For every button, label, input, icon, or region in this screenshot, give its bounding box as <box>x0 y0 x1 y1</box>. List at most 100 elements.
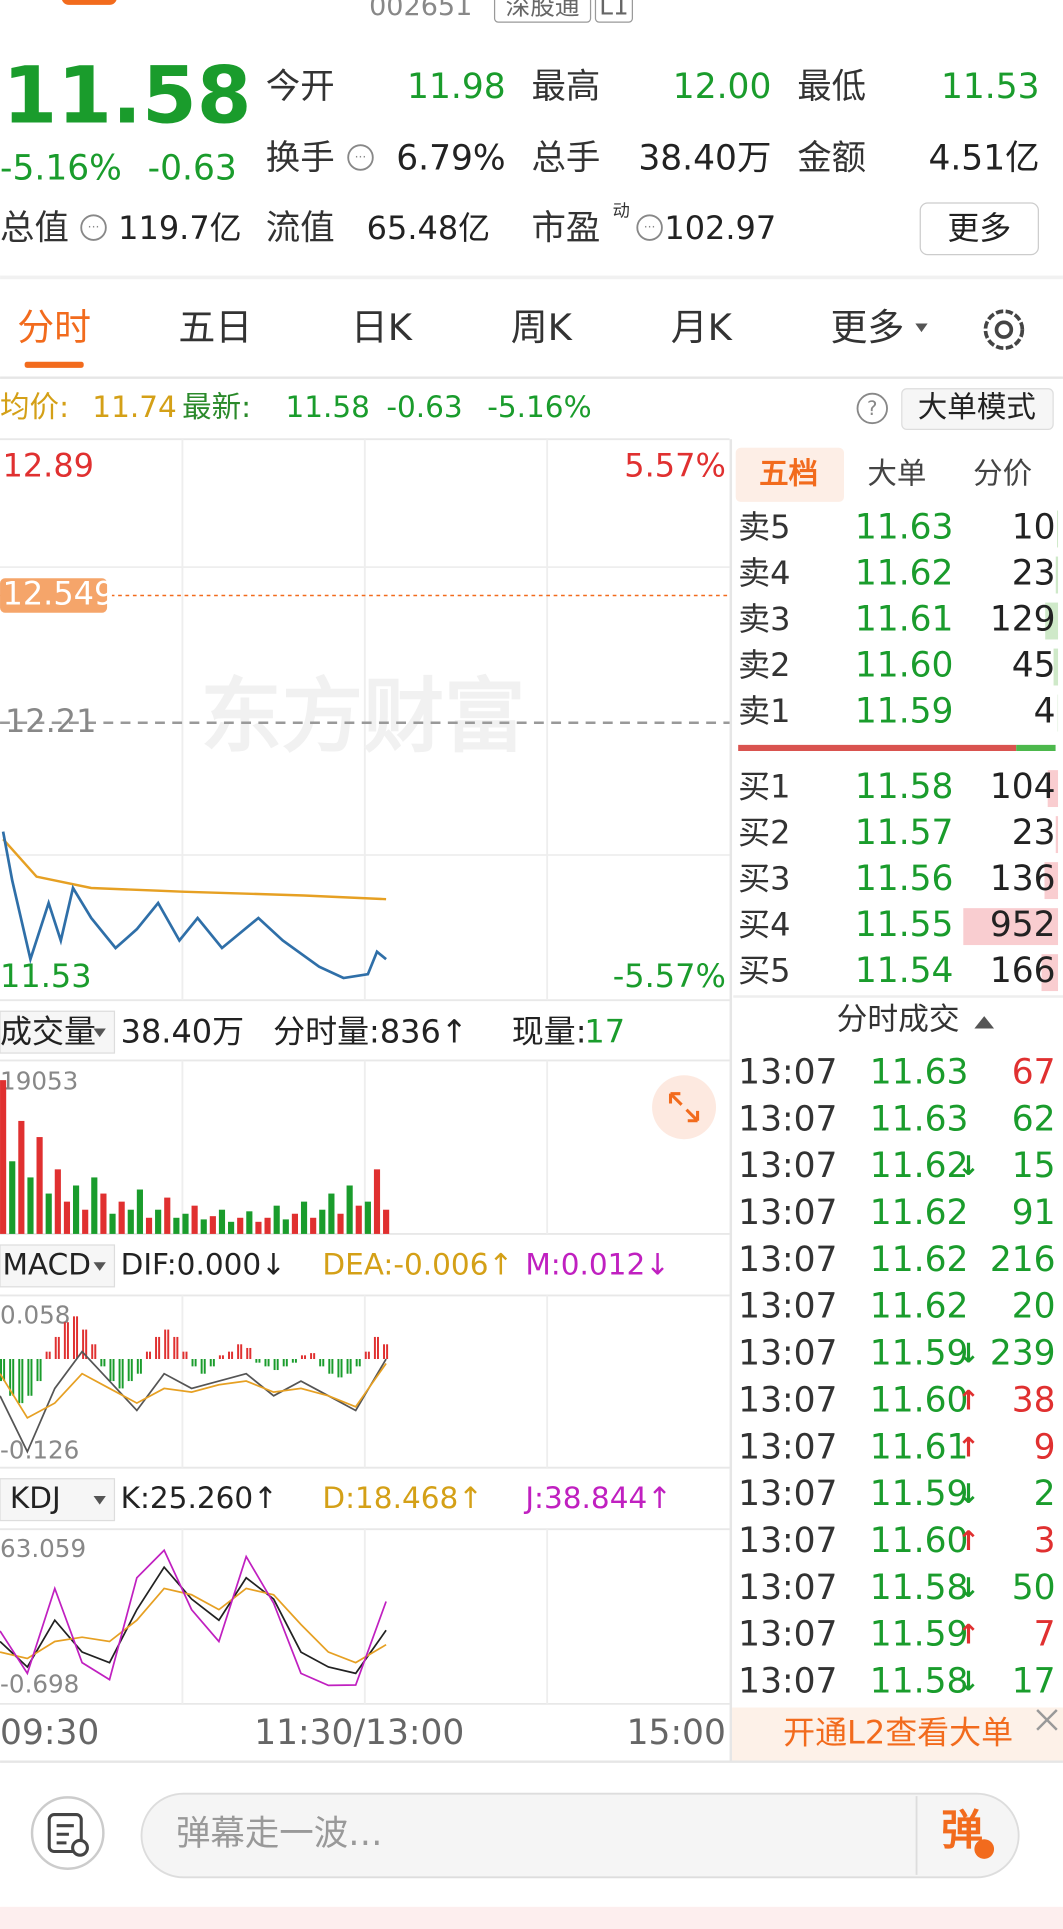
volume-max-label: 19053 <box>0 1067 78 1096</box>
macd-bar <box>209 1359 212 1367</box>
macd-bar <box>63 1322 66 1360</box>
macd-bar <box>3 1359 6 1382</box>
volume-bar <box>373 1169 381 1234</box>
volume-bar <box>355 1205 362 1234</box>
book-tab[interactable]: 大单 <box>867 456 926 490</box>
volume-bar <box>173 1217 180 1234</box>
indicator-select[interactable] <box>0 1244 116 1288</box>
trade-price: 11.62 <box>870 1193 969 1233</box>
volume-label[interactable]: 成交量 <box>0 1012 96 1050</box>
trade-time: 13:07 <box>738 1427 837 1467</box>
trade-qty: 20 <box>1012 1287 1056 1327</box>
change: -0.63 <box>148 148 237 188</box>
level-price: 11.59 <box>855 692 954 732</box>
trade-dir: ↓ <box>957 1151 980 1182</box>
indicator-select[interactable] <box>0 1478 116 1522</box>
level-label: 卖1 <box>738 692 790 730</box>
trade-time: 13:07 <box>738 1662 837 1702</box>
volume-bar <box>282 1219 289 1234</box>
macd-min-label: -0.126 <box>0 1436 79 1465</box>
level-qty: 23 <box>1012 554 1056 594</box>
trades-title[interactable]: 分时成交 <box>837 1002 960 1038</box>
bottom-strip <box>0 1906 1063 1929</box>
macd-bar <box>54 1336 57 1360</box>
macd-bar <box>349 1359 352 1374</box>
macd-bar <box>100 1359 103 1367</box>
volume-bar <box>136 1189 143 1234</box>
expand-button[interactable] <box>652 1075 717 1140</box>
level-label: 买3 <box>738 860 790 898</box>
tab[interactable]: 月K <box>671 306 733 349</box>
level-label: 卖2 <box>738 646 790 684</box>
volume-bar <box>200 1219 207 1234</box>
volume-bar <box>319 1209 326 1234</box>
volume-bar <box>383 1209 390 1234</box>
tab[interactable]: 五日 <box>178 306 252 349</box>
level-label: 卖4 <box>738 554 790 592</box>
kdj-line <box>0 1587 387 1664</box>
macd-bar <box>212 1359 215 1367</box>
macd-bar <box>149 1351 151 1360</box>
trade-time: 13:07 <box>738 1052 837 1092</box>
l2-banner-text[interactable]: 开通L2查看大单 <box>783 1714 1013 1752</box>
trade-time: 13:07 <box>738 1240 837 1280</box>
info-dots: ··· <box>644 220 656 234</box>
macd-label[interactable]: MACD <box>3 1247 91 1281</box>
tab[interactable]: 日K <box>351 306 413 349</box>
l2-banner[interactable] <box>732 1707 1063 1761</box>
price-line <box>1 831 387 980</box>
volume-bar <box>82 1209 89 1234</box>
stat-value: 11.98 <box>407 67 506 107</box>
dropdown-arrow <box>93 1262 106 1271</box>
more-button-label[interactable]: 更多 <box>947 209 1011 247</box>
macd-bar <box>109 1359 112 1382</box>
comment-placeholder[interactable]: 弹幕走一波… <box>176 1814 383 1854</box>
macd-bar <box>300 1355 303 1360</box>
book-tab[interactable]: 五档 <box>759 456 818 490</box>
collapse-arrow <box>974 1016 995 1029</box>
macd-line <box>0 1350 387 1454</box>
menu-icon <box>47 1813 83 1854</box>
level-qty: 166 <box>990 951 1056 991</box>
tab-active-bg <box>735 447 844 502</box>
indicator-select[interactable] <box>0 1010 116 1054</box>
macd-bar <box>376 1336 379 1360</box>
macd-bar <box>36 1359 39 1382</box>
macd-bar <box>139 1359 142 1374</box>
kdj-line <box>0 1565 387 1675</box>
macd-bar <box>340 1359 343 1378</box>
trade-qty: 17 <box>1012 1662 1056 1702</box>
macd-bar <box>203 1359 206 1374</box>
settings-icon[interactable] <box>983 309 1025 351</box>
volume-bar <box>0 1080 7 1234</box>
macd-bar <box>194 1359 197 1367</box>
close-icon[interactable] <box>1036 1709 1058 1731</box>
trade-price: 11.62 <box>870 1240 969 1280</box>
tab[interactable]: 周K <box>511 306 573 349</box>
qty-bar <box>1044 862 1059 900</box>
more-button[interactable] <box>919 202 1039 256</box>
volume-bar <box>291 1213 299 1234</box>
trade-qty: 38 <box>1012 1380 1056 1420</box>
trade-qty: 2 <box>1034 1474 1056 1514</box>
d-label: D:18.468↑ <box>322 1481 483 1515</box>
trade-time: 13:07 <box>738 1568 837 1608</box>
stat-label: 金额 <box>797 138 866 178</box>
y-min-label: 11.53 <box>0 957 92 995</box>
kdj-label[interactable]: KDJ <box>10 1481 61 1515</box>
trade-price: 11.63 <box>870 1052 969 1092</box>
macd-bar <box>164 1329 167 1360</box>
comment-input[interactable] <box>140 1792 1020 1879</box>
mode-button[interactable] <box>901 388 1054 430</box>
trade-time: 13:07 <box>738 1287 837 1327</box>
volume-total: 38.40万 <box>121 1012 244 1050</box>
stat-label: 市盈 <box>531 209 600 249</box>
tab[interactable]: 更多 <box>830 306 904 349</box>
trade-dir: ↓ <box>957 1667 980 1698</box>
tab[interactable]: 分时 <box>17 306 91 349</box>
macd-bar <box>118 1359 121 1389</box>
mode-button-label[interactable]: 大单模式 <box>918 390 1036 424</box>
book-tab[interactable]: 分价 <box>973 456 1032 490</box>
macd-bar <box>337 1359 340 1378</box>
